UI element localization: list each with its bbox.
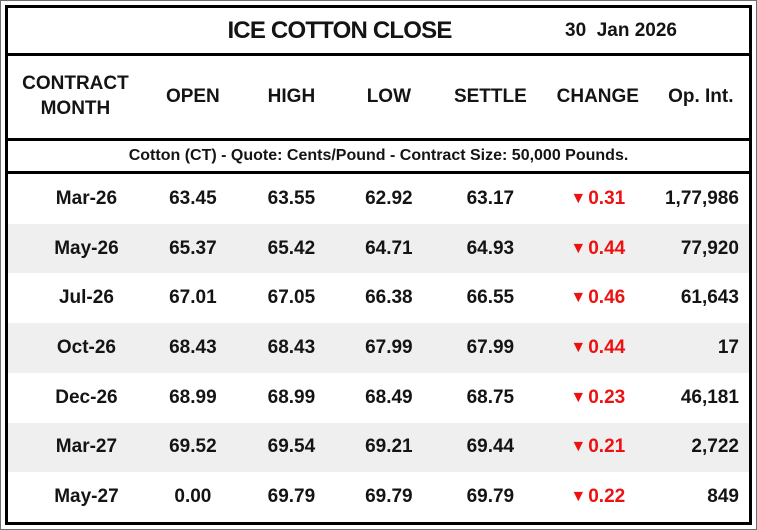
down-triangle-icon: ▼ xyxy=(570,388,587,406)
table-body: Mar-26 63.45 63.55 62.92 63.17 ▼ 0.31 1,77,986 M… xyxy=(8,174,749,522)
change-cell: ▼ 0.44 xyxy=(570,237,626,259)
low-cell: 69.21 xyxy=(365,436,413,458)
month-cell: May-26 xyxy=(54,237,119,259)
high-cell: 68.43 xyxy=(267,337,316,359)
table-row-mar-26: Mar-26 63.45 63.55 62.92 63.17 ▼ 0.31 1,77,986 xyxy=(8,174,749,224)
column-header-change: CHANGE xyxy=(556,86,639,107)
table-row-oct-26: Oct-26 68.43 68.43 67.99 67.99 ▼ 0.44 17 xyxy=(8,323,749,373)
month-cell: Jul-26 xyxy=(58,287,114,309)
table-row-may-27: May-27 0.00 69.79 69.79 69.79 ▼ 0.22 849 xyxy=(8,472,749,522)
down-triangle-icon: ▼ xyxy=(570,339,587,357)
open-cell: 68.99 xyxy=(169,386,217,408)
price-table: ICE COTTON CLOSE 30 Jan 2026 CONTRACT MO… xyxy=(5,5,752,525)
title-bar: ICE COTTON CLOSE 30 Jan 2026 xyxy=(8,8,749,56)
month-cell: Mar-27 xyxy=(55,436,118,458)
high-cell: 67.05 xyxy=(267,287,316,309)
column-header-row: CONTRACT MONTH OPEN HIGH LOW SETTLE CHANGE Op.… xyxy=(8,56,749,141)
settle-cell: 63.17 xyxy=(466,187,515,209)
low-cell: 68.49 xyxy=(365,386,413,408)
table-row-dec-26: Dec-26 68.99 68.99 68.49 68.75 ▼ 0.23 46,181 xyxy=(8,373,749,423)
low-cell: 69.79 xyxy=(365,486,413,508)
column-header-low: LOW xyxy=(366,86,412,107)
change-cell: ▼ 0.21 xyxy=(570,436,626,458)
open-cell: 0.00 xyxy=(174,486,212,508)
change-cell: ▼ 0.31 xyxy=(570,187,626,209)
low-cell: 67.99 xyxy=(365,337,413,359)
low-cell: 66.38 xyxy=(365,287,413,309)
settle-cell: 69.79 xyxy=(466,486,515,508)
contract-spec-banner: Cotton (CT) - Quote: Cents/Pound - Contr… xyxy=(8,141,749,174)
open-cell: 63.45 xyxy=(169,187,217,209)
settle-cell: 66.55 xyxy=(466,287,515,309)
change-cell: ▼ 0.46 xyxy=(570,287,626,309)
settle-cell: 68.75 xyxy=(466,386,515,408)
month-cell: Mar-26 xyxy=(55,187,118,209)
settle-cell: 67.99 xyxy=(466,337,515,359)
month-cell: Dec-26 xyxy=(55,386,118,408)
table-row-may-26: May-26 65.37 65.42 64.71 64.93 ▼ 0.44 77,920 xyxy=(8,223,749,274)
open-cell: 65.37 xyxy=(169,237,217,259)
settle-cell: 64.93 xyxy=(466,237,515,259)
high-cell: 69.79 xyxy=(267,486,316,508)
column-header-open-interest: Op. Int. xyxy=(668,86,734,107)
column-header-settle: SETTLE xyxy=(453,86,527,107)
column-header-high: HIGH xyxy=(267,86,316,107)
open-interest-cell: 17 xyxy=(717,337,739,359)
open-interest-cell: 77,920 xyxy=(680,237,739,259)
change-cell: ▼ 0.44 xyxy=(570,337,626,359)
high-cell: 68.99 xyxy=(267,386,316,408)
report-date: 30 Jan 2026 xyxy=(565,19,677,41)
open-interest-cell: 2,722 xyxy=(691,436,739,458)
down-triangle-icon: ▼ xyxy=(570,438,587,456)
open-interest-cell: 849 xyxy=(707,486,739,508)
page-title: ICE COTTON CLOSE xyxy=(227,16,452,44)
open-cell: 69.52 xyxy=(169,436,217,458)
high-cell: 69.54 xyxy=(267,436,316,458)
month-cell: May-27 xyxy=(54,486,119,508)
column-header-open: OPEN xyxy=(165,86,220,107)
change-cell: ▼ 0.23 xyxy=(570,386,626,408)
open-cell: 67.01 xyxy=(169,287,217,309)
down-triangle-icon: ▼ xyxy=(570,239,587,257)
settle-cell: 69.44 xyxy=(466,436,515,458)
table-row-mar-27: Mar-27 69.52 69.54 69.21 69.44 ▼ 0.21 2,722 xyxy=(8,422,749,473)
high-cell: 65.42 xyxy=(267,237,316,259)
change-cell: ▼ 0.22 xyxy=(570,486,626,508)
down-triangle-icon: ▼ xyxy=(570,488,587,506)
open-interest-cell: 46,181 xyxy=(680,386,739,408)
column-header-month: CONTRACT MONTH xyxy=(22,73,129,119)
down-triangle-icon: ▼ xyxy=(570,289,587,307)
contract-spec-text: Cotton (CT) - Quote: Cents/Pound - Contr… xyxy=(128,147,629,164)
low-cell: 64.71 xyxy=(365,237,413,259)
open-interest-cell: 61,643 xyxy=(680,287,739,309)
high-cell: 63.55 xyxy=(267,187,316,209)
open-cell: 68.43 xyxy=(169,337,217,359)
low-cell: 62.92 xyxy=(365,187,413,209)
open-interest-cell: 1,77,986 xyxy=(664,187,739,209)
down-triangle-icon: ▼ xyxy=(570,189,587,207)
month-cell: Oct-26 xyxy=(56,337,116,359)
table-row-jul-26: Jul-26 67.01 67.05 66.38 66.55 ▼ 0.46 61,643 xyxy=(8,273,749,323)
